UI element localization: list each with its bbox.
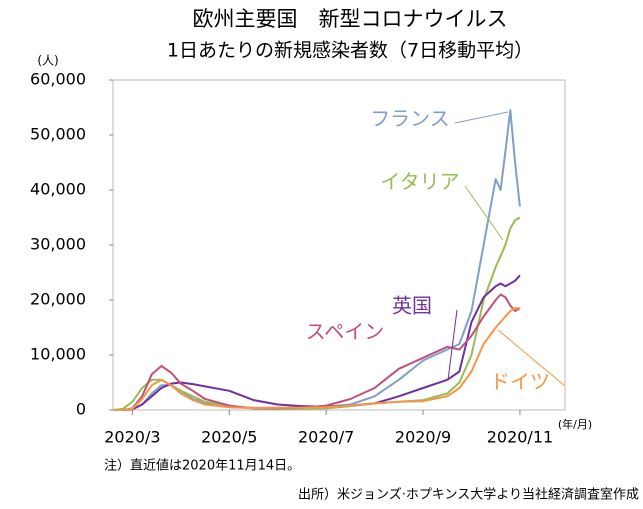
series-label: フランス [370, 107, 450, 131]
label-arrow [497, 329, 566, 387]
series-line [113, 307, 520, 411]
series-label: スペイン [306, 320, 385, 344]
source-note: 出所）米ジョンズ·ホプキンス大学より当社経済調査室作成 [298, 487, 639, 503]
y-tick-label: 40,000 [30, 180, 86, 199]
label-arrow [454, 111, 509, 124]
x-tick-label: 2020/3 [104, 428, 160, 447]
x-tick-label: 2020/7 [298, 428, 354, 447]
chart-subtitle: 1日あたりの新規感染者数（7日移動平均） [167, 40, 533, 62]
series-label: ドイツ [490, 370, 550, 394]
x-unit: (年/月) [558, 417, 592, 431]
y-tick-label: 60,000 [30, 70, 86, 89]
chart-title: 欧州主要国 新型コロナウイルス [193, 7, 508, 31]
y-tick-label: 20,000 [30, 290, 86, 309]
y-tick-label: 50,000 [30, 125, 86, 144]
y-tick-label: 10,000 [30, 345, 86, 364]
x-tick-label: 2020/11 [487, 428, 553, 447]
plot-frame [112, 79, 566, 411]
label-arrow [464, 185, 504, 241]
y-tick-label: 0 [76, 400, 86, 419]
note: 注）直近値は2020年11月14日。 [104, 458, 300, 474]
series-label: 英国 [392, 294, 432, 318]
x-tick-label: 2020/9 [395, 428, 451, 447]
x-tick-label: 2020/5 [201, 428, 257, 447]
series-line [112, 216, 521, 411]
series-line [113, 109, 521, 411]
series-label: イタリア [380, 170, 459, 194]
series-line [113, 293, 521, 411]
label-arrow [447, 309, 458, 381]
y-tick-label: 30,000 [30, 235, 86, 254]
y-unit: (人) [37, 54, 58, 68]
